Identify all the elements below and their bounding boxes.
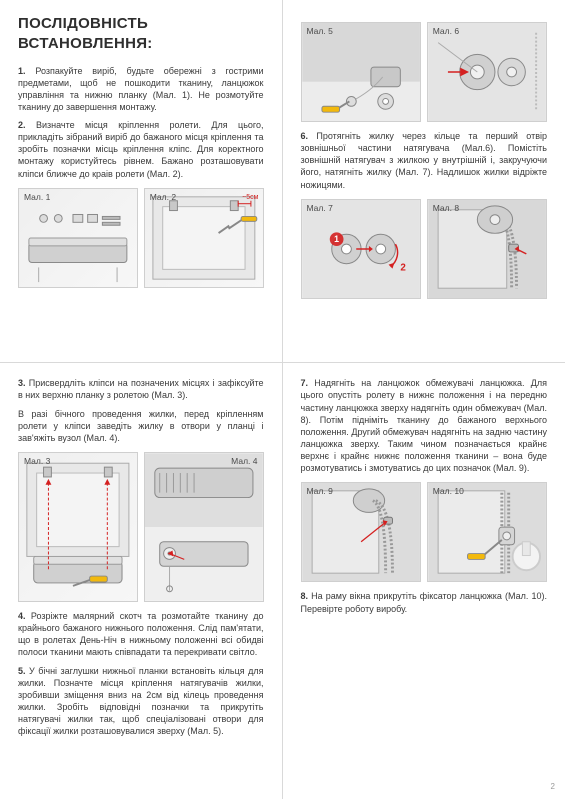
figure-2-dimension: ~5см: [242, 193, 258, 202]
figure-4: Мал. 4: [144, 452, 264, 602]
figure-5: Мал. 5: [301, 22, 421, 122]
step-5: 5. У бічні заглушки нижньої планки встан…: [18, 665, 264, 738]
step-7: 7. Надягніть на ланцюжок обмежувачі ланц…: [301, 377, 548, 474]
figure-3-label: Мал. 3: [24, 456, 50, 467]
figure-9: Мал. 9: [301, 482, 421, 582]
svg-text:2: 2: [400, 262, 406, 273]
figure-10-label: Мал. 10: [433, 486, 464, 497]
figure-10: Мал. 10: [427, 482, 547, 582]
figure-1: Мал. 1: [18, 188, 138, 288]
figure-6: Мал. 6: [427, 22, 547, 122]
figure-8-label: Мал. 8: [433, 203, 459, 214]
page-number: 2: [551, 782, 555, 793]
quadrant-top-right: Мал. 5 Мал. 6: [283, 0, 565, 363]
step-2: 2. Визначте місця кріплення ролети. Для …: [18, 119, 264, 180]
figure-5-label: Мал. 5: [307, 26, 333, 37]
figure-2-label: Мал. 2: [150, 192, 176, 203]
figure-2: Мал. 2 ~5см: [144, 188, 264, 288]
step-8: 8. На раму вікна прикрутіть фіксатор лан…: [301, 590, 548, 614]
figure-3: Мал. 3: [18, 452, 138, 602]
figure-9-label: Мал. 9: [307, 486, 333, 497]
page-title: ПОСЛІДОВНІСТЬ ВСТАНОВЛЕННЯ:: [18, 14, 264, 55]
svg-text:1: 1: [334, 234, 339, 244]
step-3b: В разі бічного проведення жилки, перед к…: [18, 408, 264, 444]
quadrant-bottom-right: 7. Надягніть на ланцюжок обмежувачі ланц…: [283, 363, 565, 799]
quadrant-top-left: ПОСЛІДОВНІСТЬ ВСТАНОВЛЕННЯ: 1. Розпакуйт…: [0, 0, 283, 363]
step-3: 3. Присвердліть кліпси на позначених міс…: [18, 377, 264, 401]
figure-7: Мал. 7 1 2: [301, 199, 421, 299]
quadrant-bottom-left: 3. Присвердліть кліпси на позначених міс…: [0, 363, 283, 799]
figure-8: Мал. 8: [427, 199, 547, 299]
step-6: 6. Протягніть жилку через кільце та перш…: [301, 130, 548, 191]
figure-4-label: Мал. 4: [231, 456, 257, 467]
figure-7-label: Мал. 7: [307, 203, 333, 214]
step-1: 1. Розпакуйте виріб, будьте обережні з г…: [18, 65, 264, 114]
figure-6-label: Мал. 6: [433, 26, 459, 37]
step-4: 4. Розріжте малярний скотч та розмотайте…: [18, 610, 264, 659]
figure-1-label: Мал. 1: [24, 192, 50, 203]
